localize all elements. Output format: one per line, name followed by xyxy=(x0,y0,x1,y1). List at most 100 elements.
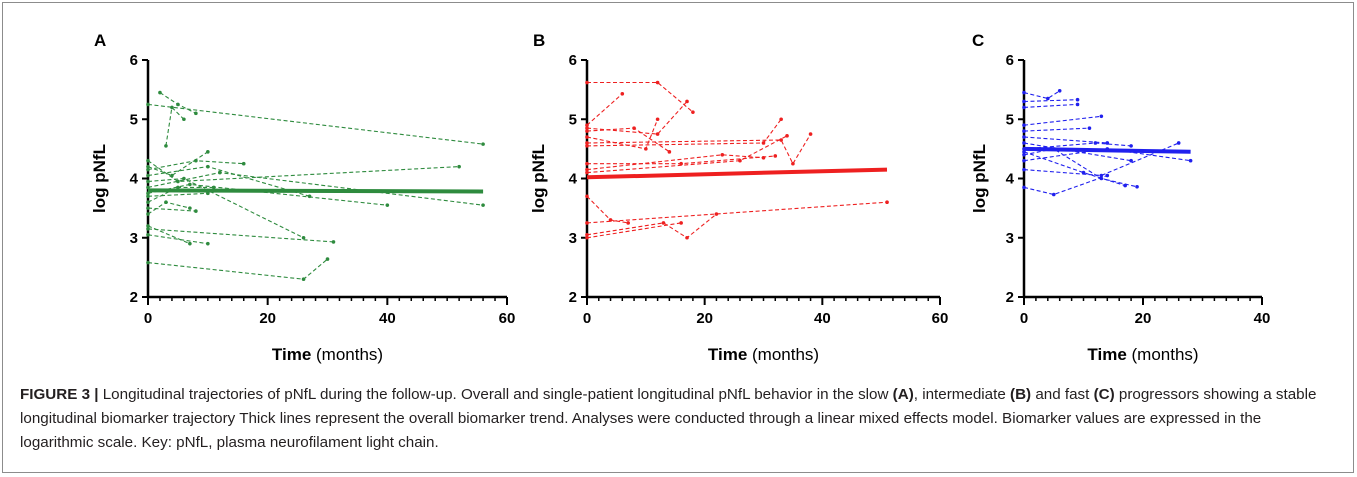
patient-data-point xyxy=(1022,123,1026,127)
patient-data-point xyxy=(146,185,150,190)
patient-data-point xyxy=(1022,158,1026,163)
patient-series-line xyxy=(147,225,191,245)
x-axis-title: Time (months) xyxy=(708,345,819,364)
panel-label: A xyxy=(94,31,106,50)
patient-series-line xyxy=(586,133,812,165)
y-tick-label: 2 xyxy=(130,289,138,306)
x-tick-label: 20 xyxy=(1135,310,1152,327)
patient-series-line xyxy=(165,106,185,146)
patient-data-point xyxy=(655,132,660,136)
patient-series-line xyxy=(1023,99,1078,103)
patient-data-point xyxy=(667,150,672,154)
patient-data-point xyxy=(182,117,186,122)
patient-series-line xyxy=(147,258,328,280)
patient-data-point xyxy=(146,102,150,107)
patient-data-point xyxy=(176,185,180,190)
patient-data-point xyxy=(146,158,150,163)
patient-data-point xyxy=(691,110,695,114)
patient-series-line xyxy=(147,228,334,243)
patient-data-point xyxy=(146,260,150,265)
patient-data-point xyxy=(585,221,589,225)
patient-series-line xyxy=(147,177,304,239)
patient-data-point xyxy=(481,142,485,146)
patient-data-point xyxy=(146,173,150,178)
patient-data-point xyxy=(194,111,198,116)
patient-data-point xyxy=(585,141,589,145)
panel-label: C xyxy=(972,31,984,50)
patient-series-line xyxy=(1023,90,1060,100)
patient-series-line xyxy=(1023,103,1078,108)
caption-ref-a: (A) xyxy=(892,386,914,403)
x-tick-label: 40 xyxy=(814,310,831,327)
x-axis-title: Time (months) xyxy=(272,345,383,364)
patient-data-point xyxy=(585,194,589,199)
y-tick-label: 4 xyxy=(569,171,578,188)
patient-series-line xyxy=(1023,148,1138,188)
patient-data-point xyxy=(1046,96,1050,101)
patient-data-point xyxy=(158,90,162,95)
patient-data-point xyxy=(779,138,783,142)
patient-data-point xyxy=(1129,158,1133,163)
patient-data-point xyxy=(1022,150,1026,154)
x-tick-label: 40 xyxy=(1254,310,1271,327)
caption-text-2: , intermediate xyxy=(913,386,1011,403)
patient-data-point xyxy=(779,117,783,122)
x-tick-label: 20 xyxy=(259,310,276,327)
x-tick-label: 0 xyxy=(144,310,152,327)
patient-data-point xyxy=(164,144,168,148)
figure-caption: FIGURE 3 | Longitudinal trajectories of … xyxy=(20,383,1338,455)
patient-data-point xyxy=(1105,173,1110,178)
y-axis-title: log pNfL xyxy=(529,144,548,213)
patient-data-point xyxy=(791,161,795,166)
patient-series-line xyxy=(1023,115,1102,126)
patient-data-point xyxy=(620,91,625,96)
patient-data-point xyxy=(738,158,742,163)
caption-ref-c: (C) xyxy=(1093,386,1115,403)
patient-data-point xyxy=(146,191,150,196)
patient-data-point xyxy=(188,241,192,246)
overall-trend-line xyxy=(1023,146,1191,154)
patient-data-point xyxy=(655,80,660,85)
patient-data-point xyxy=(1176,141,1181,145)
y-tick-label: 2 xyxy=(1006,289,1014,306)
caption-figure-label: FIGURE 3 | xyxy=(20,386,99,403)
patient-data-point xyxy=(218,170,222,175)
chart-panel-c: C 2 3 4 5 6 0 20 40 log pNfL Time (months) xyxy=(970,31,1270,364)
patient-data-point xyxy=(761,155,766,160)
patient-series-line xyxy=(1023,148,1191,162)
patient-data-point xyxy=(655,117,660,122)
patient-series-line xyxy=(1023,174,1108,196)
patient-series-line xyxy=(586,93,623,126)
patient-data-point xyxy=(1099,173,1104,178)
patient-series-line xyxy=(586,118,782,147)
patient-data-point xyxy=(301,235,306,240)
patient-data-point xyxy=(608,218,613,222)
patient-data-point xyxy=(1087,126,1092,130)
patient-data-point xyxy=(146,212,150,216)
patient-data-point xyxy=(585,135,589,139)
patient-data-point xyxy=(301,277,306,282)
patient-data-point xyxy=(585,161,589,166)
patient-series-line xyxy=(586,213,717,239)
caption-text-4: progressors showing a stable longitudina… xyxy=(20,386,1317,451)
caption-text-3: and fast xyxy=(1031,386,1094,403)
patient-series-line xyxy=(1023,127,1090,132)
patient-series-line xyxy=(147,192,208,197)
patient-data-point xyxy=(1022,141,1026,145)
x-axis-title: Time (months) xyxy=(1087,345,1198,364)
patient-data-point xyxy=(785,134,789,138)
patient-data-point xyxy=(146,179,150,184)
patient-data-point xyxy=(1093,141,1098,145)
patient-data-point xyxy=(626,221,630,225)
patient-data-point xyxy=(1081,170,1086,175)
patient-data-point xyxy=(585,126,589,130)
overall-trend-line xyxy=(147,188,484,194)
patient-data-point xyxy=(1022,167,1026,172)
y-tick-label: 4 xyxy=(1006,171,1015,188)
patient-series-line xyxy=(1023,142,1179,177)
x-tick-label: 60 xyxy=(499,310,516,327)
patient-data-point xyxy=(585,123,589,127)
